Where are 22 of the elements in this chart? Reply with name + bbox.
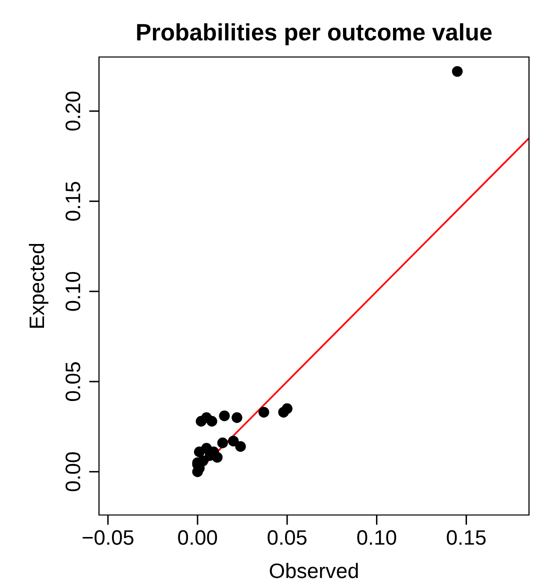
y-tick-label: 0.20 <box>66 92 80 131</box>
chart-title: Probabilities per outcome value <box>137 23 492 46</box>
y-axis-title: Expected <box>28 244 48 328</box>
x-tick-label: 0.05 <box>268 530 307 545</box>
point <box>452 66 463 77</box>
point <box>228 436 239 446</box>
y-tick-label: 0.15 <box>66 182 80 221</box>
point <box>219 410 230 422</box>
point <box>206 416 218 427</box>
y-tick-label: 0.00 <box>66 452 80 492</box>
x-tick-label: 0.10 <box>357 530 396 545</box>
point <box>217 438 228 448</box>
x-tick-label: 0.15 <box>446 530 486 545</box>
point <box>235 441 246 452</box>
x-tick-label: −0.05 <box>82 530 134 545</box>
y-tick-label: 0.10 <box>66 272 80 311</box>
x-tick-label: 0.00 <box>178 530 218 545</box>
y-tick-label: 0.05 <box>66 362 80 402</box>
point <box>258 406 270 418</box>
point <box>282 403 292 414</box>
x-axis-title: Observed <box>270 562 358 578</box>
point <box>232 412 242 423</box>
